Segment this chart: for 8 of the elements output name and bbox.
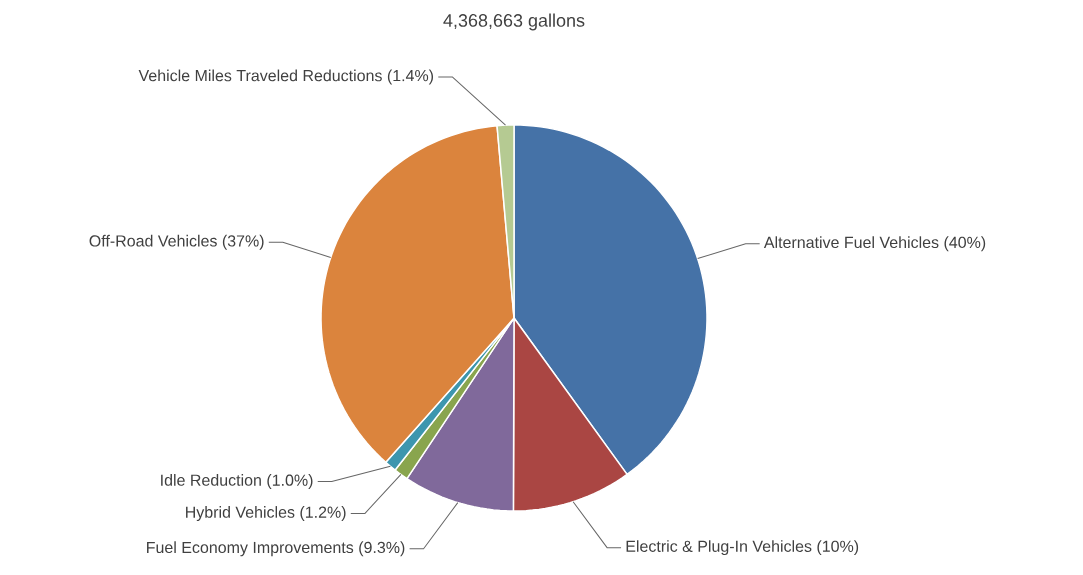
slice-label: Idle Reduction (1.0%) (161, 474, 313, 489)
chart-subtitle: 4,368,663 gallons (443, 13, 585, 31)
slice-label: Electric & Plug-In Vehicles (10%) (626, 540, 859, 556)
slice-label: Vehicle Miles Traveled Reductions (1.4%) (138, 69, 434, 85)
slice-label: Hybrid Vehicles (1.2%) (186, 506, 346, 521)
slice-label: Alternative Fuel Vehicles (40%) (763, 236, 986, 252)
slice-label: Fuel Economy Improvements (9.3%) (147, 541, 405, 557)
slice-label: Off-Road Vehicles (37%) (89, 234, 264, 250)
